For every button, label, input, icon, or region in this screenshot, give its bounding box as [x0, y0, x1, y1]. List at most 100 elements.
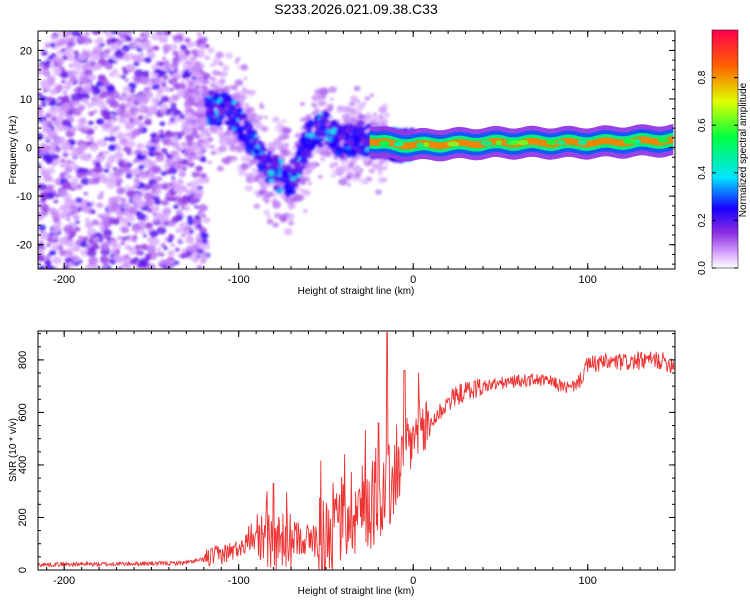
spectrogram-cell	[73, 62, 83, 71]
spectrogram-cell	[361, 155, 371, 163]
spectrogram-cell	[287, 220, 295, 226]
spectrogram-cell	[78, 235, 83, 239]
spectrogram-cell	[143, 31, 150, 36]
spectrogram-cell	[109, 113, 114, 118]
spectrogram-cell	[166, 154, 172, 159]
spectrogram-cell	[366, 176, 373, 182]
spectrogram-cell	[216, 165, 224, 172]
spectrogram-cell	[44, 255, 51, 261]
spectrogram-cell	[62, 152, 69, 158]
spectrogram-cell	[118, 31, 129, 36]
spectrogram-cell	[256, 162, 264, 169]
spectrogram-cell	[147, 81, 154, 87]
spectrogram-cell	[192, 216, 202, 225]
spectrogram-cell	[96, 118, 105, 125]
spectrogram-cell	[42, 144, 51, 151]
spectrogram-cell	[317, 174, 323, 179]
spectrogram-cell	[315, 120, 320, 125]
spectrogram-cell	[196, 50, 206, 58]
spectrogram-cell	[159, 31, 165, 34]
spectrogram-cell	[148, 108, 155, 113]
spectrogram-cell	[160, 95, 169, 103]
spectrogram-cell	[46, 243, 52, 247]
spectrogram-cell	[125, 173, 133, 179]
spectrogram-cell	[60, 103, 71, 112]
spectrogram-cell	[197, 204, 208, 212]
spectrogram-cell	[221, 157, 229, 164]
spectrogram-cell	[105, 81, 110, 86]
spectrogram-cell	[307, 181, 313, 186]
spectrogram-cell	[240, 162, 250, 171]
spectrogram-cell	[623, 139, 633, 145]
spectrogram-cell	[85, 134, 92, 140]
spectrogram-cell	[60, 70, 70, 79]
spectrogram-cell	[335, 128, 344, 136]
spectrogram-cell	[200, 173, 206, 178]
spectrogram-cell	[143, 192, 154, 201]
spectrogram-cell	[144, 222, 153, 229]
spectrogram-cell	[301, 142, 310, 149]
spectrogram-cell	[191, 171, 200, 178]
spectrogram-cell	[146, 51, 156, 59]
spectrogram-cell	[186, 123, 191, 127]
spectrogram-cell	[297, 173, 301, 178]
spectrogram-cell	[49, 43, 56, 48]
spectrogram-cell	[188, 162, 195, 168]
spectrogram-cell	[299, 188, 304, 192]
spectrogram-cell	[246, 164, 251, 169]
spectrogram-cell	[247, 133, 255, 140]
y-tick-label: 600	[17, 403, 29, 421]
spectrogram-cell	[120, 95, 128, 101]
spectrogram-cell	[308, 137, 313, 141]
spectrogram-cell	[191, 92, 197, 97]
spectrogram-cell	[208, 118, 217, 126]
spectrogram-cell	[160, 148, 168, 153]
spectrogram-cell	[546, 140, 557, 146]
spectrogram-cell	[129, 258, 138, 265]
spectrogram-cell	[311, 102, 317, 107]
spectrogram-cell	[51, 234, 59, 241]
spectrogram-cell	[138, 52, 145, 57]
spectrogram-cell	[174, 247, 180, 252]
spectrogram-cell	[97, 74, 106, 81]
spectrogram-cell	[40, 102, 47, 107]
spectrogram-cell	[47, 265, 55, 269]
spectrogram-cell	[38, 92, 43, 98]
spectrogram-cell	[57, 245, 64, 251]
spectrogram-cell	[138, 106, 146, 112]
spectrogram-cell	[180, 229, 185, 233]
spectrogram-cell	[51, 212, 60, 219]
spectrogram-cell	[145, 45, 152, 50]
spectrogram-cell	[151, 97, 160, 105]
spectrogram-cell	[71, 230, 77, 234]
spectrogram-cell	[52, 217, 61, 223]
spectrogram-cell	[96, 202, 104, 209]
spectrogram-cell	[319, 115, 325, 120]
y-tick-label: 10	[20, 94, 32, 106]
spectrogram-cell	[82, 86, 92, 94]
spectrogram-cell	[105, 150, 110, 155]
spectrogram-cell	[46, 97, 53, 102]
spectrogram-cell	[288, 206, 294, 211]
spectrogram-cell	[231, 126, 237, 131]
spectrogram-cell	[302, 170, 310, 176]
spectrogram-cell	[246, 113, 252, 117]
spectrogram-cell	[447, 141, 460, 147]
spectrogram-cell	[329, 97, 334, 101]
spectrogram-cell	[350, 117, 357, 123]
spectrogram-cell	[150, 237, 160, 246]
spectrogram-cell	[180, 80, 186, 84]
spectrogram-cell	[100, 256, 110, 265]
spectrogram-cell	[138, 258, 149, 267]
spectrogram-cell	[267, 141, 275, 148]
spectrogram-cell	[184, 206, 191, 211]
spectrogram-cell	[280, 142, 289, 151]
spectrogram-cell	[96, 138, 106, 147]
spectrogram-cell	[352, 167, 359, 172]
spectrogram-cell	[172, 57, 180, 63]
spectrogram-cell	[131, 224, 142, 232]
spectrogram-cell	[243, 76, 248, 81]
spectrogram-cell	[76, 173, 83, 178]
spectrogram-cell	[295, 150, 302, 155]
spectrogram-cell	[158, 214, 169, 223]
